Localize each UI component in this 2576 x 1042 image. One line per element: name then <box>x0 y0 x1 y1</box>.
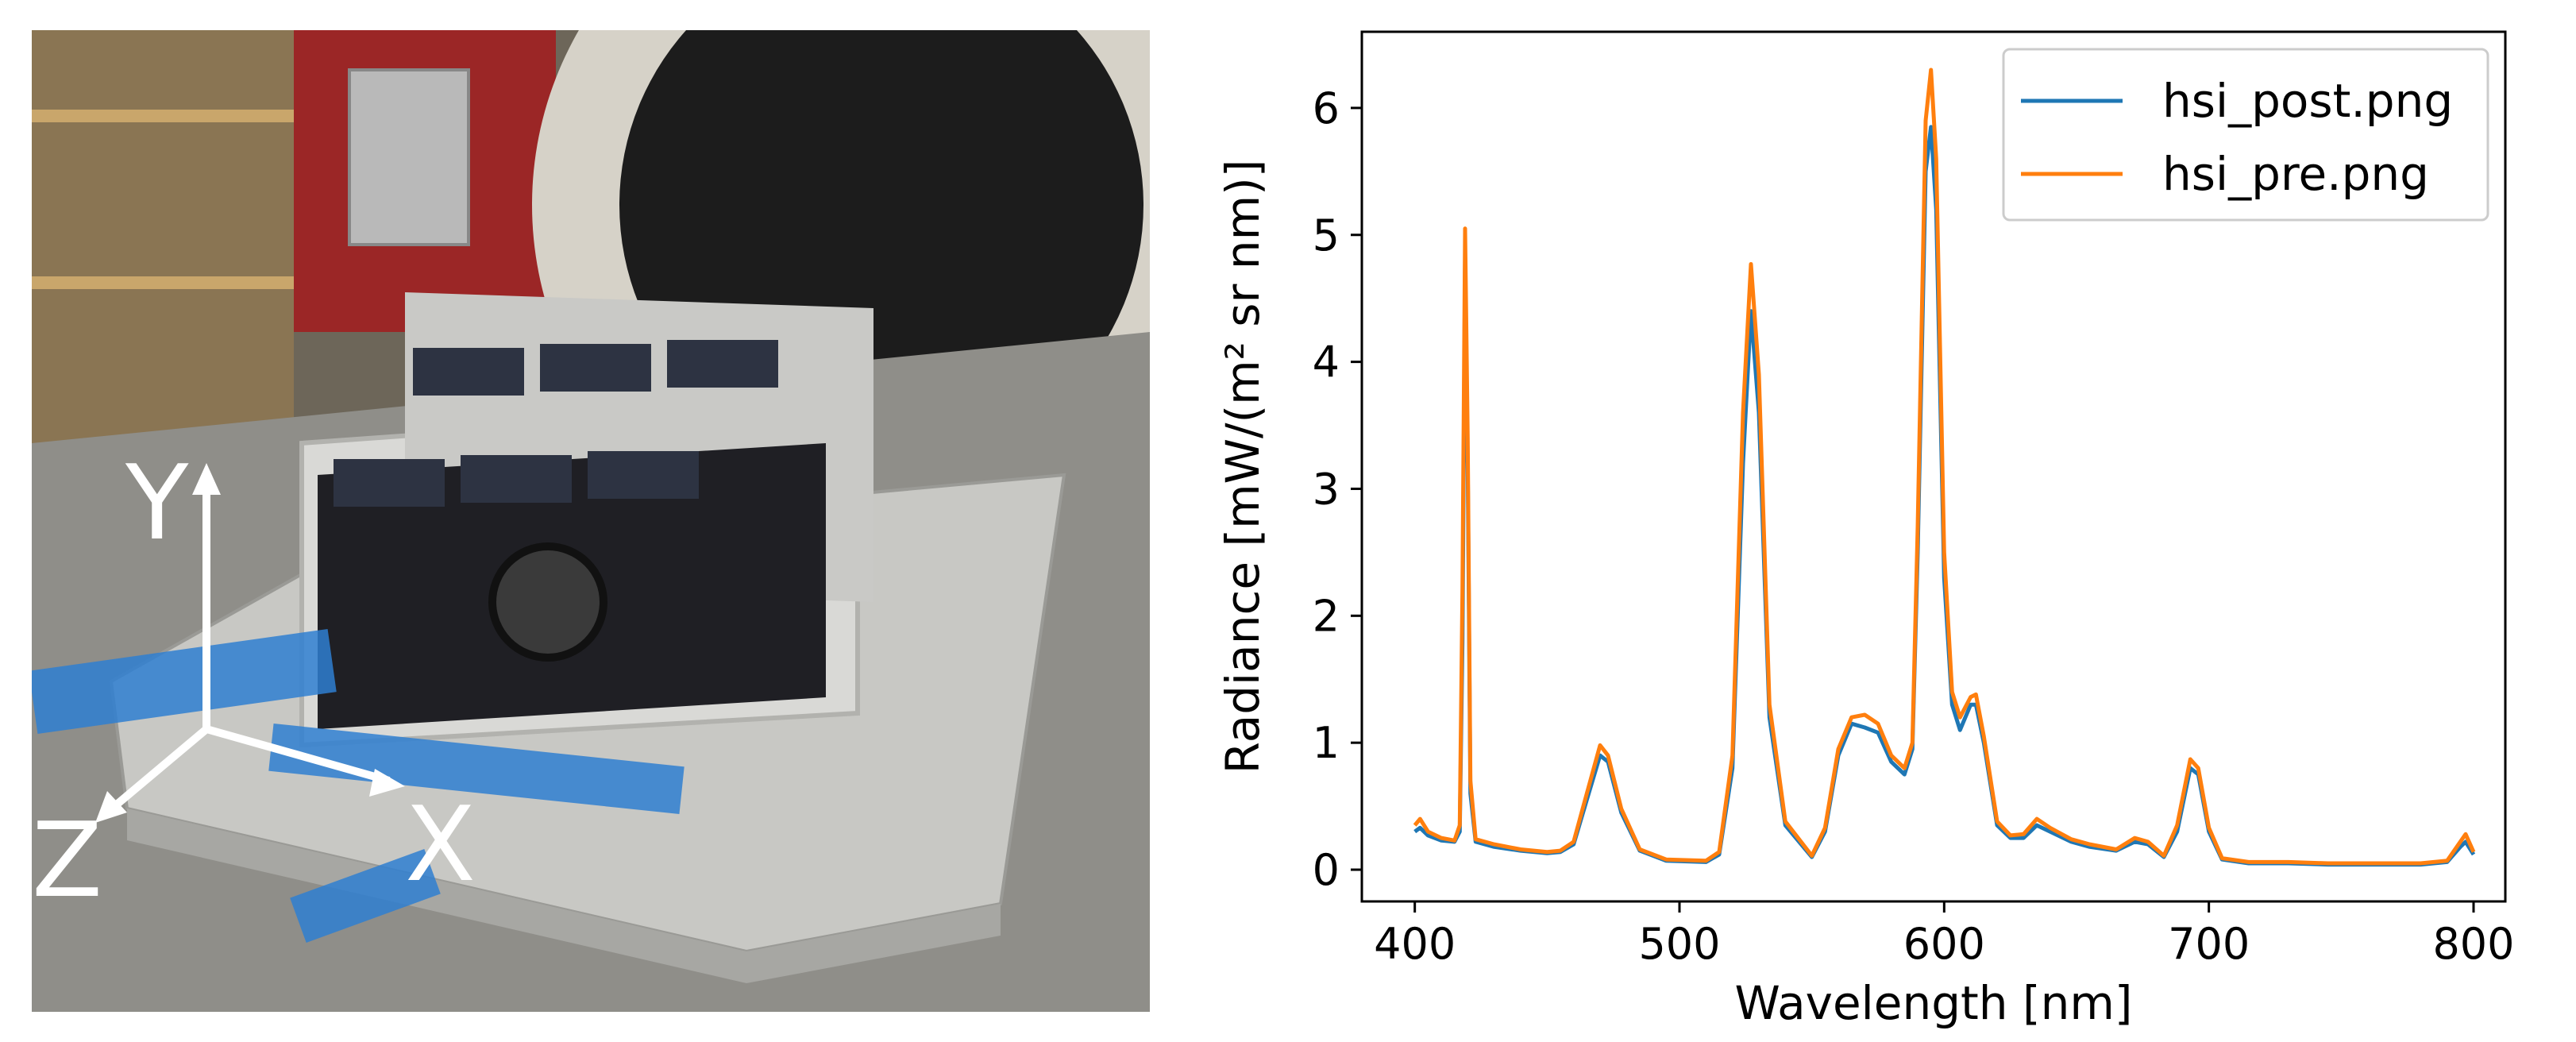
series-layer <box>1413 68 2476 867</box>
x-axis-label: X <box>405 784 476 905</box>
x-tick-label: 800 <box>2432 919 2514 969</box>
z-axis-arrow <box>104 726 210 816</box>
x-tick-label: 700 <box>2168 919 2250 969</box>
x-tick-label: 500 <box>1638 919 1720 969</box>
solar-panel <box>588 451 699 499</box>
legend-label-post: hsi_post.png <box>2162 74 2453 128</box>
z-arrowhead <box>95 791 127 823</box>
solar-panel <box>413 348 524 396</box>
x-ticks: 400 500 600 700 800 <box>1374 901 2515 969</box>
y-tick-label: 6 <box>1313 83 1340 133</box>
shelf-board <box>32 110 294 122</box>
connector-box <box>348 68 470 246</box>
blue-tape <box>268 723 684 815</box>
y-tick-label: 4 <box>1313 338 1340 388</box>
x-axis-title: Wavelength [nm] <box>1734 976 2132 1030</box>
y-tick-label: 2 <box>1313 591 1340 641</box>
y-ticks: 0 1 2 3 4 5 6 <box>1313 83 1362 895</box>
camera-lens <box>488 542 607 662</box>
solar-panel <box>461 455 572 503</box>
solar-panel <box>540 344 651 392</box>
blue-tape <box>32 628 337 735</box>
blue-tape <box>290 849 441 943</box>
z-axis-label: Z <box>32 800 103 920</box>
y-axis-title: Radiance [mW/(m² sr nm)] <box>1216 160 1270 774</box>
legend-label-pre: hsi_pre.png <box>2162 147 2429 201</box>
cubesat-photo-illustration <box>32 30 1150 1012</box>
y-tick-label: 0 <box>1313 845 1340 895</box>
y-tick-label: 1 <box>1313 718 1340 768</box>
x-arrowhead <box>369 769 405 797</box>
x-tick-label: 600 <box>1903 919 1985 969</box>
series-line-pre <box>1413 68 2476 866</box>
y-tick-label: 5 <box>1313 210 1340 260</box>
shelf-board <box>32 276 294 289</box>
shelf-area <box>32 30 294 475</box>
legend-box <box>2002 48 2489 222</box>
x-axis-arrow <box>205 725 391 785</box>
y-tick-label: 3 <box>1313 464 1340 514</box>
plot-frame <box>1360 30 2507 903</box>
solar-panel <box>667 340 778 388</box>
y-arrowhead <box>192 463 221 495</box>
x-tick-label: 400 <box>1374 919 1456 969</box>
test-setup-photo: Y Z X <box>32 30 1150 1012</box>
legend: hsi_post.png hsi_pre.png <box>2002 48 2489 222</box>
solar-panel <box>334 459 445 507</box>
y-axis-label: Y <box>125 442 189 563</box>
